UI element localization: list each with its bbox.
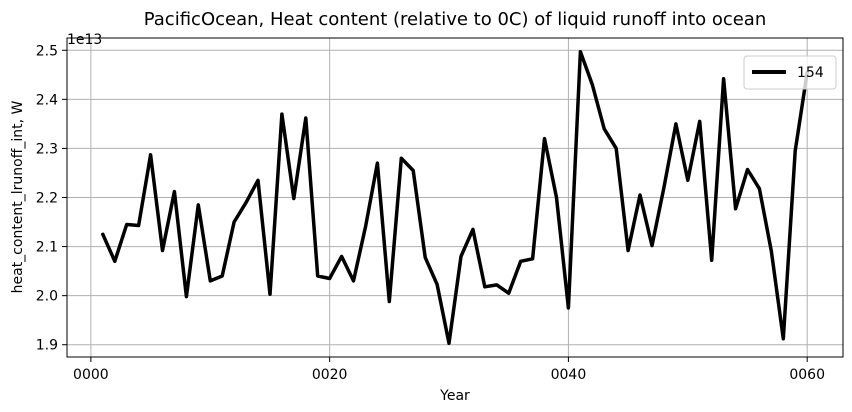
legend-label-154: 154	[797, 65, 824, 81]
x-tick-label: 0060	[789, 367, 825, 383]
series-line-154	[101, 49, 809, 346]
x-axis-title: Year	[439, 388, 470, 404]
x-axis: 0000 0020 0040 0060	[73, 357, 825, 383]
y-tick-label: 2.1	[36, 240, 58, 256]
y-tick-label: 2.3	[36, 141, 58, 157]
y-offset-label: 1e13	[67, 32, 102, 48]
y-tick-label: 2.2	[36, 191, 58, 207]
y-tick-label: 2.5	[36, 43, 58, 59]
x-tick-label: 0000	[73, 367, 109, 383]
chart-title: PacificOcean, Heat content (relative to …	[144, 9, 767, 30]
y-axis-title: heat_content_lrunoff_int, W	[10, 100, 26, 293]
y-axis: 1.9 2.0 2.1 2.2 2.3 2.4 2.5	[36, 43, 67, 354]
series-layer	[101, 49, 809, 346]
legend: 154	[743, 55, 837, 90]
y-tick-label: 2.4	[36, 92, 58, 108]
x-tick-label: 0040	[551, 367, 587, 383]
y-tick-label: 2.0	[36, 289, 58, 305]
y-tick-label: 1.9	[36, 338, 58, 354]
x-tick-label: 0020	[312, 367, 348, 383]
legend-box	[743, 55, 837, 90]
